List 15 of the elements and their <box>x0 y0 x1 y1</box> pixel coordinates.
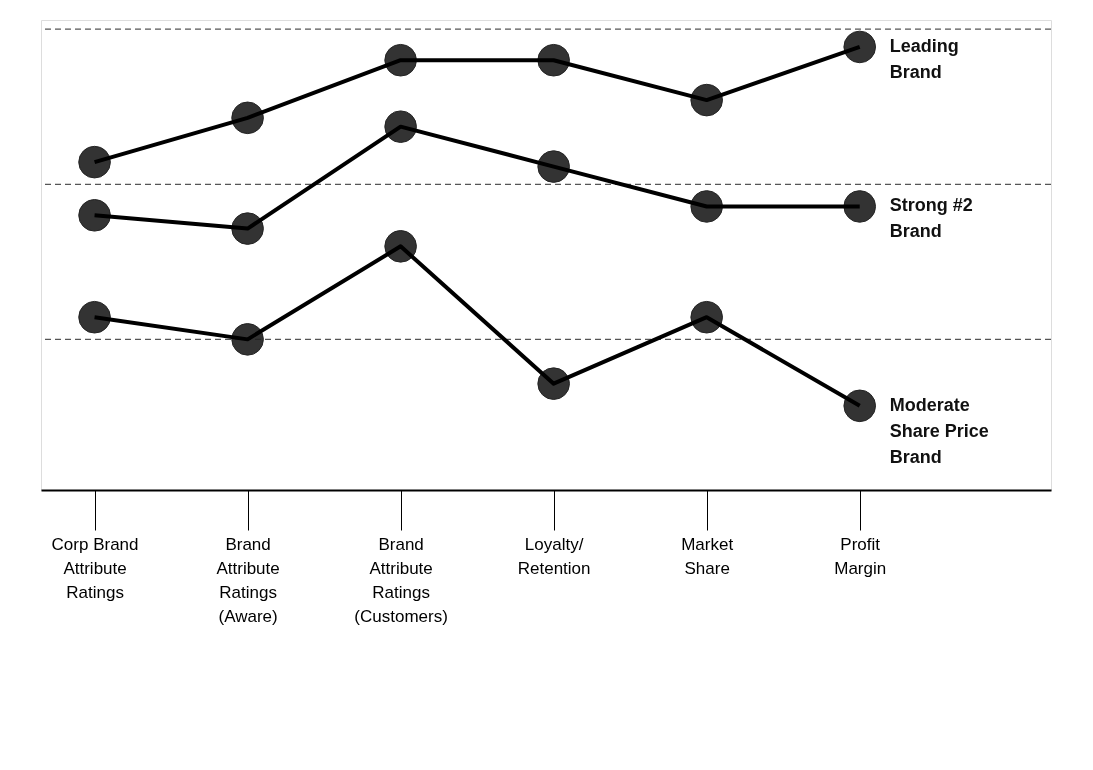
series-label: Leading Brand <box>889 35 959 82</box>
x-tick-label: Profit Margin <box>834 534 887 578</box>
point <box>843 389 877 423</box>
point <box>78 199 111 232</box>
point <box>78 300 111 334</box>
x-tick-label: Market Share <box>681 534 734 578</box>
point <box>843 190 877 223</box>
series-label: Moderate Share Price Brand <box>889 394 989 467</box>
point <box>843 30 877 64</box>
x-tick-label: Brand Attribute Ratings (Aware) <box>216 534 280 626</box>
x-tick-label: Brand Attribute Ratings (Customers) <box>354 534 448 626</box>
x-tick-label: Corp Brand Attribute Ratings <box>51 534 139 602</box>
point <box>78 145 111 179</box>
series-label: Strong #2 Brand <box>889 195 973 242</box>
x-tick-label: Loyalty/Retention <box>517 534 591 578</box>
